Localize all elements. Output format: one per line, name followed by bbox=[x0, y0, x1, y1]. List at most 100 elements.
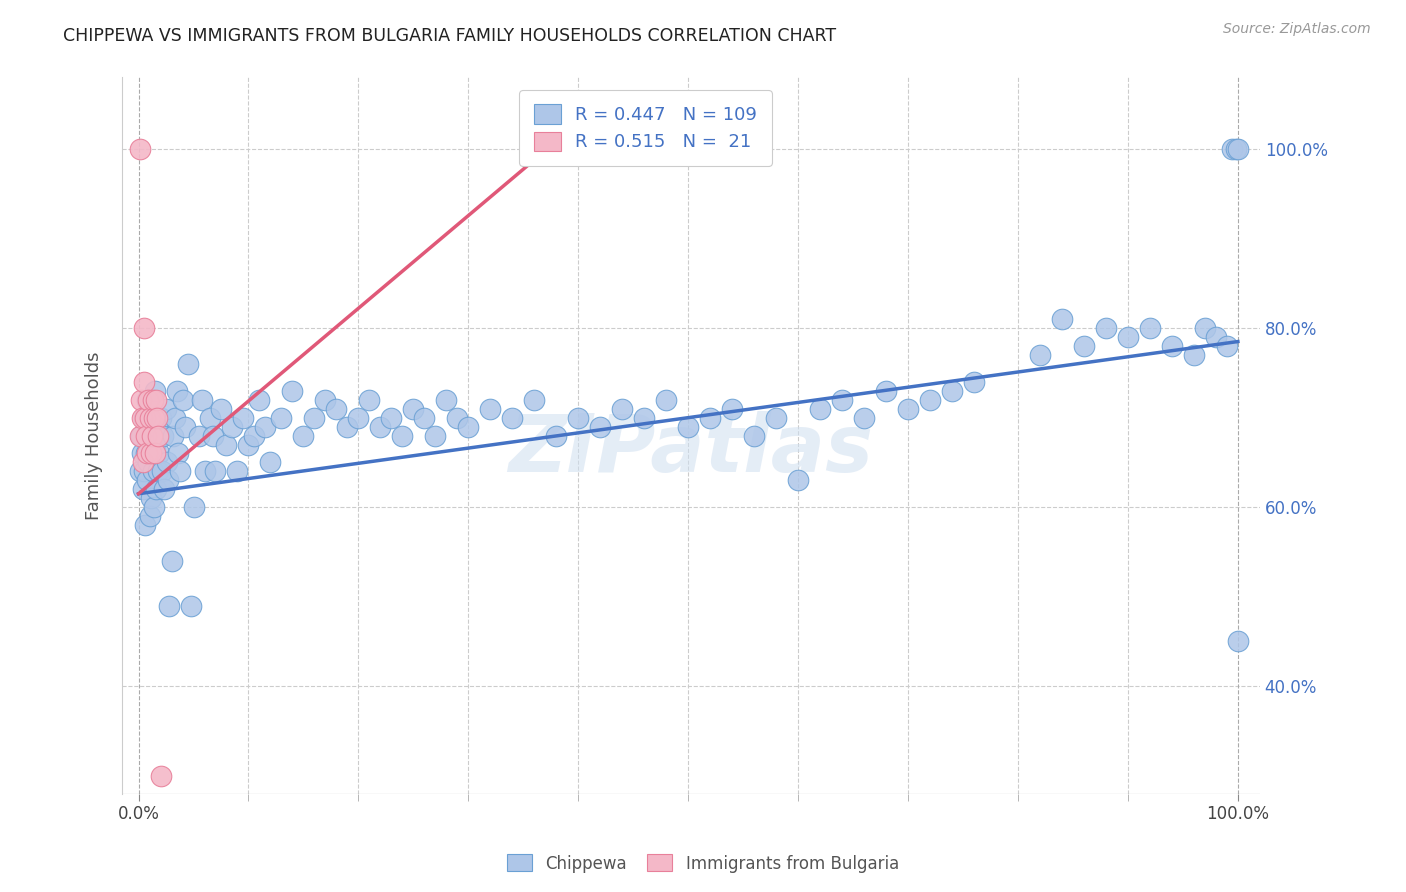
Point bbox=[765, 410, 787, 425]
Point bbox=[1139, 321, 1161, 335]
Point bbox=[166, 384, 188, 398]
Point bbox=[589, 419, 612, 434]
Text: Source: ZipAtlas.com: Source: ZipAtlas.com bbox=[1223, 22, 1371, 37]
Point bbox=[198, 410, 221, 425]
Point bbox=[347, 410, 370, 425]
Point bbox=[243, 428, 266, 442]
Point bbox=[172, 392, 194, 407]
Point bbox=[141, 428, 163, 442]
Point bbox=[134, 410, 156, 425]
Point bbox=[215, 437, 238, 451]
Point bbox=[232, 410, 254, 425]
Point bbox=[162, 428, 184, 442]
Point bbox=[132, 455, 155, 469]
Point bbox=[193, 464, 215, 478]
Point bbox=[155, 401, 177, 416]
Point bbox=[169, 464, 191, 478]
Point bbox=[612, 401, 634, 416]
Point bbox=[136, 473, 159, 487]
Point bbox=[143, 384, 166, 398]
Point bbox=[1073, 339, 1095, 353]
Point bbox=[202, 428, 225, 442]
Point bbox=[546, 428, 568, 442]
Point bbox=[501, 410, 523, 425]
Point bbox=[156, 455, 179, 469]
Point bbox=[633, 410, 655, 425]
Point bbox=[304, 410, 326, 425]
Point bbox=[139, 491, 162, 506]
Point bbox=[391, 428, 413, 442]
Point bbox=[1095, 321, 1118, 335]
Point bbox=[742, 428, 765, 442]
Point bbox=[167, 446, 190, 460]
Point bbox=[132, 321, 155, 335]
Point bbox=[177, 357, 200, 371]
Point bbox=[336, 419, 359, 434]
Point bbox=[1194, 321, 1216, 335]
Point bbox=[1029, 348, 1052, 362]
Point bbox=[138, 392, 160, 407]
Point bbox=[1222, 142, 1244, 156]
Point bbox=[434, 392, 457, 407]
Point bbox=[853, 410, 876, 425]
Point bbox=[135, 428, 157, 442]
Point bbox=[1161, 339, 1184, 353]
Point bbox=[148, 464, 170, 478]
Point bbox=[163, 410, 186, 425]
Point bbox=[173, 419, 195, 434]
Point bbox=[138, 455, 160, 469]
Point bbox=[238, 437, 260, 451]
Point bbox=[138, 410, 160, 425]
Point bbox=[1205, 330, 1227, 344]
Point bbox=[152, 428, 174, 442]
Point bbox=[567, 410, 589, 425]
Text: CHIPPEWA VS IMMIGRANTS FROM BULGARIA FAMILY HOUSEHOLDS CORRELATION CHART: CHIPPEWA VS IMMIGRANTS FROM BULGARIA FAM… bbox=[63, 27, 837, 45]
Point bbox=[209, 401, 232, 416]
Point bbox=[402, 401, 425, 416]
Point bbox=[136, 446, 159, 460]
Point bbox=[808, 401, 831, 416]
Point bbox=[270, 410, 292, 425]
Point bbox=[142, 392, 165, 407]
Point bbox=[180, 599, 202, 613]
Point bbox=[135, 446, 157, 460]
Point bbox=[1226, 634, 1249, 648]
Point bbox=[136, 392, 159, 407]
Point bbox=[150, 464, 173, 478]
Point bbox=[1182, 348, 1205, 362]
Point bbox=[131, 410, 153, 425]
Point bbox=[139, 446, 162, 460]
Point bbox=[138, 392, 160, 407]
Point bbox=[141, 428, 163, 442]
Y-axis label: Family Households: Family Households bbox=[86, 351, 103, 520]
Point bbox=[145, 392, 167, 407]
Point bbox=[370, 419, 392, 434]
Point bbox=[128, 464, 150, 478]
Point bbox=[655, 392, 678, 407]
Point bbox=[188, 428, 211, 442]
Point bbox=[145, 483, 167, 497]
Point bbox=[128, 142, 150, 156]
Point bbox=[134, 518, 156, 533]
Point bbox=[153, 483, 176, 497]
Point bbox=[413, 410, 436, 425]
Point bbox=[149, 769, 172, 783]
Point bbox=[143, 446, 166, 460]
Point bbox=[138, 509, 160, 524]
Point bbox=[142, 464, 165, 478]
Point bbox=[281, 384, 304, 398]
Point bbox=[457, 419, 479, 434]
Legend: R = 0.447   N = 109, R = 0.515   N =  21: R = 0.447 N = 109, R = 0.515 N = 21 bbox=[519, 90, 772, 166]
Point bbox=[132, 375, 155, 389]
Point bbox=[1050, 312, 1073, 326]
Point bbox=[1216, 339, 1239, 353]
Point bbox=[523, 392, 546, 407]
Text: ZIPatlas: ZIPatlas bbox=[509, 411, 873, 489]
Point bbox=[131, 446, 153, 460]
Point bbox=[787, 473, 810, 487]
Point bbox=[831, 392, 853, 407]
Point bbox=[149, 410, 172, 425]
Point bbox=[918, 392, 941, 407]
Point bbox=[721, 401, 744, 416]
Point bbox=[875, 384, 897, 398]
